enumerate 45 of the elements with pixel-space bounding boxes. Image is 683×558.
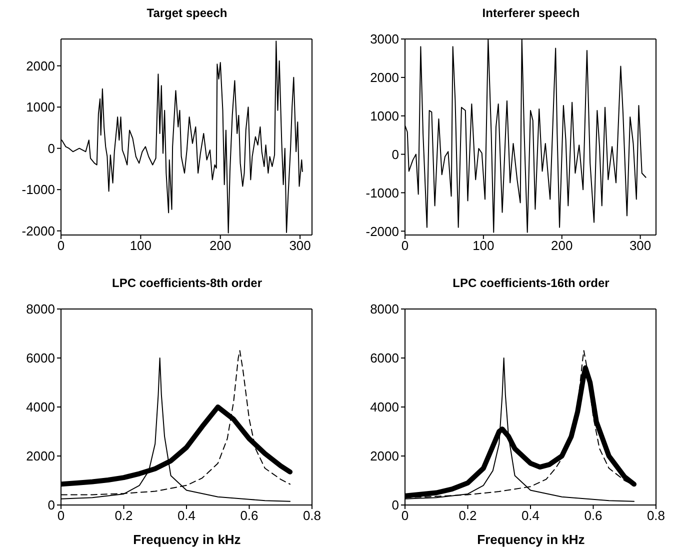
y-tick-label: -1000 <box>366 185 399 200</box>
x-tick-label: 200 <box>210 238 232 254</box>
y-tick-label: -1000 <box>22 182 55 198</box>
y-tick-label: 2000 <box>26 448 55 464</box>
x-tick-label: 100 <box>472 238 494 254</box>
y-tick-label: 6000 <box>26 350 55 366</box>
y-tick-label: 4000 <box>26 400 55 415</box>
y-tick-label: 0 <box>392 146 399 162</box>
y-tick-label: 4000 <box>370 400 399 415</box>
y-tick-label: 1000 <box>370 108 399 124</box>
x-tick-label: 0 <box>401 508 409 524</box>
x-tick-label: 0 <box>57 508 65 524</box>
x-tick-label: 0.2 <box>458 508 477 524</box>
y-tick-label: 6000 <box>370 350 399 366</box>
x-tick-label: 0.4 <box>177 508 196 524</box>
y-tick-label: 0 <box>392 498 399 513</box>
x-tick-label: 0 <box>401 238 409 254</box>
x-axis-title: Frequency in kHz <box>132 532 242 547</box>
y-tick-label: 0 <box>48 498 55 513</box>
x-axis-title: Frequency in kHz <box>476 532 586 547</box>
x-tick-label: 300 <box>629 238 652 254</box>
chart-title: Target speech <box>146 6 228 20</box>
y-tick-label: 0 <box>48 140 55 156</box>
x-tick-label: 0.2 <box>114 508 133 524</box>
x-tick-label: 200 <box>551 238 573 254</box>
y-tick-label: 8000 <box>370 302 399 317</box>
y-tick-label: 8000 <box>26 302 55 317</box>
x-tick-label: 0.6 <box>584 508 602 524</box>
x-tick-label: 0.4 <box>521 508 540 524</box>
x-tick-label: 0.8 <box>302 508 322 524</box>
y-tick-label: 2000 <box>26 58 55 74</box>
x-tick-label: 300 <box>289 238 311 254</box>
chart-title: LPC coefficients-16th order <box>452 276 610 290</box>
x-tick-label: 0 <box>57 238 65 254</box>
y-tick-label: 2000 <box>370 448 399 464</box>
chart-title: LPC coefficients-8th order <box>110 276 264 290</box>
y-tick-label: -2000 <box>22 223 55 238</box>
chart-title: Interferer speech <box>481 6 581 20</box>
x-tick-label: 0.8 <box>646 508 666 524</box>
y-tick-label: -2000 <box>366 224 399 239</box>
y-tick-label: 2000 <box>370 70 399 86</box>
x-tick-label: 0.6 <box>240 508 258 524</box>
y-tick-label: 3000 <box>370 32 399 47</box>
y-tick-label: 1000 <box>26 100 55 115</box>
x-tick-label: 100 <box>130 238 152 254</box>
